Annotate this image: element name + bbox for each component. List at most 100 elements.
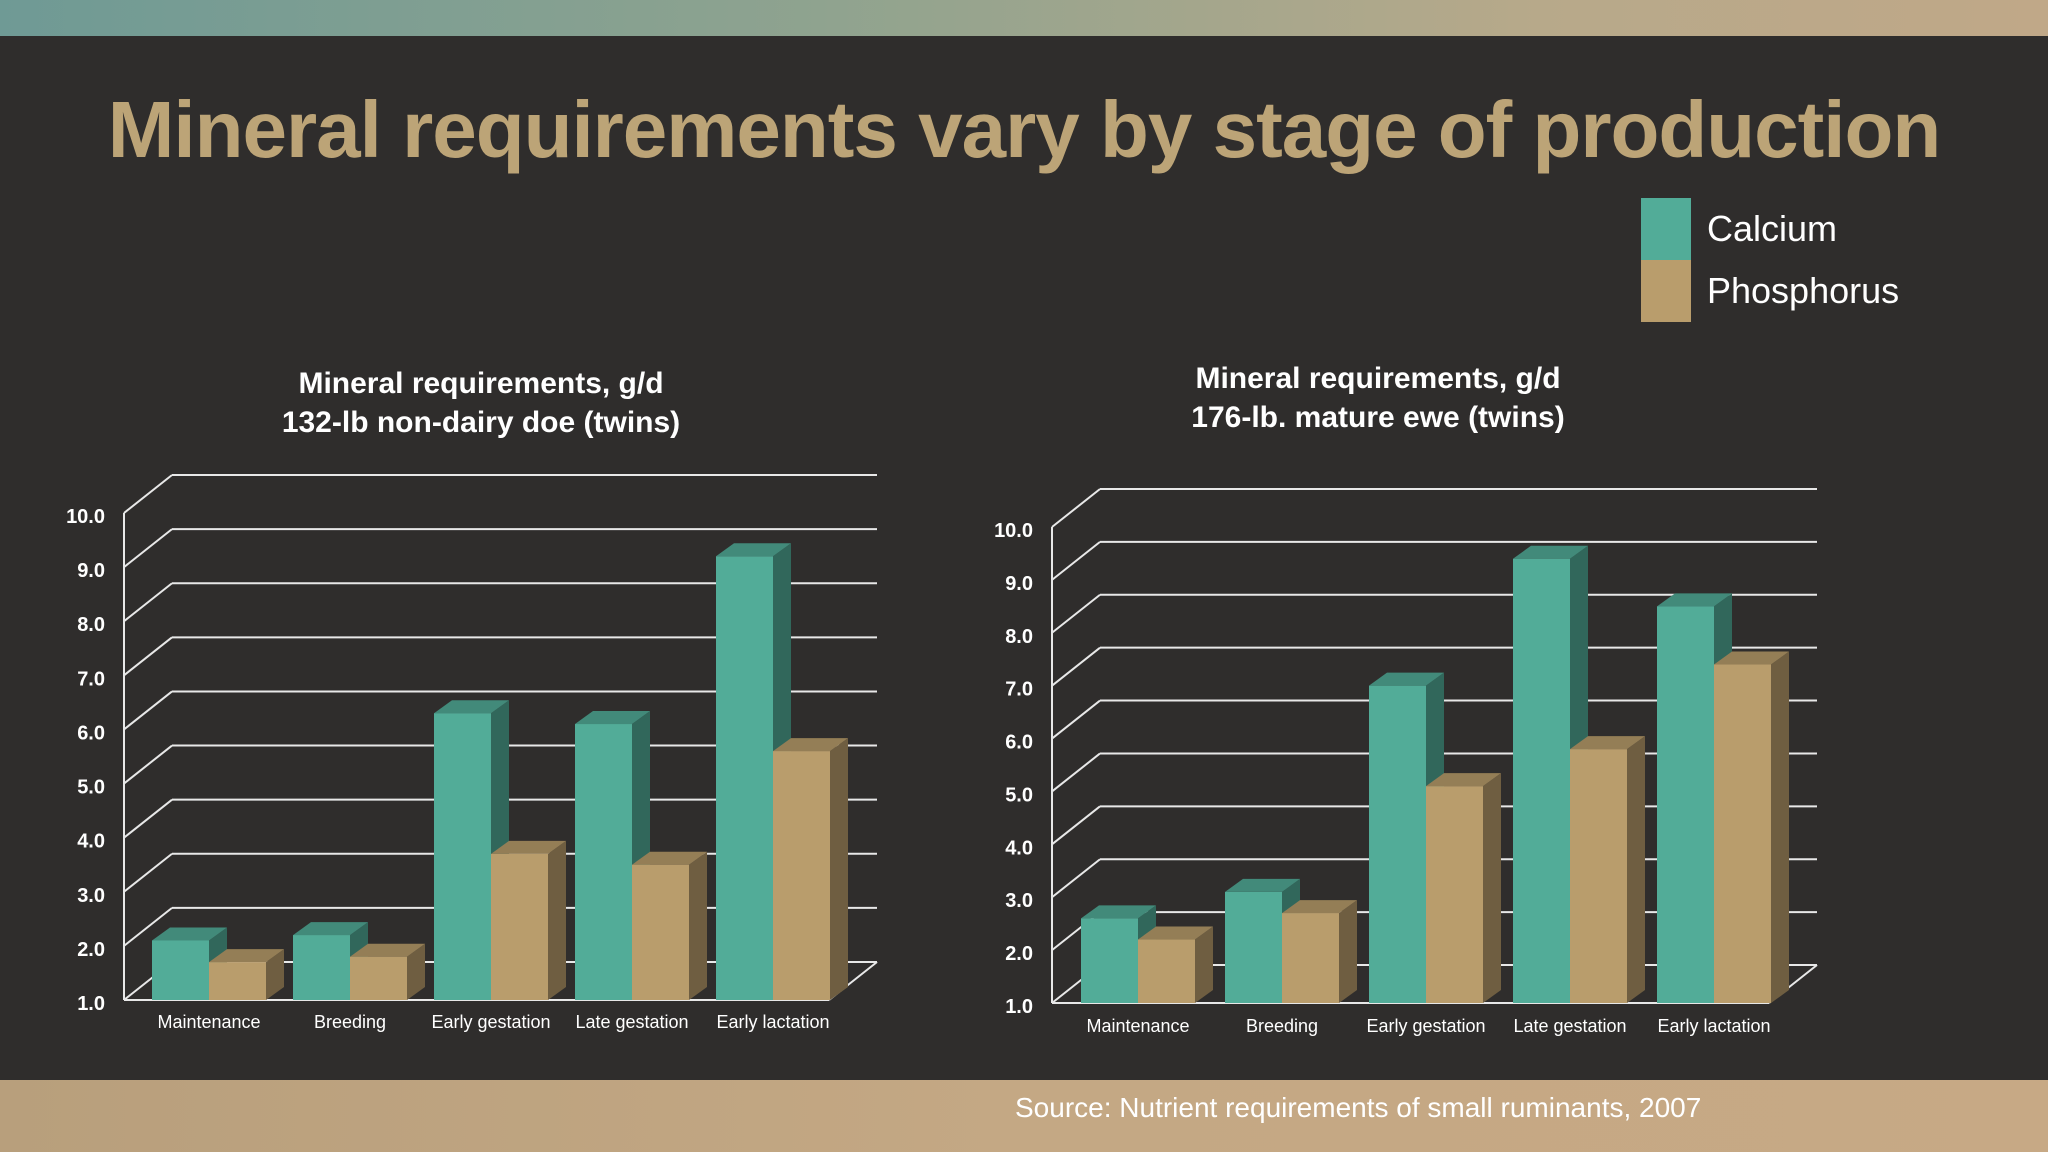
- chart-2-wall-line: [1051, 488, 1101, 528]
- chart-1-y-tick-label: 6.0: [77, 722, 105, 744]
- chart-2-y-tick-label: 4.0: [1005, 837, 1033, 859]
- chart-2-title: Mineral requirements, g/d: [1195, 362, 1560, 395]
- chart-1-title: Mineral requirements, g/d: [298, 367, 663, 400]
- chart-1-y-tick-label: 7.0: [77, 668, 105, 690]
- chart-1-bar-phosphorus-top: [491, 840, 566, 854]
- chart-1-bar-phosphorus: [350, 956, 407, 1000]
- chart-2-y-tick-label: 1.0: [1005, 996, 1033, 1018]
- chart-1-bar-phosphorus-side: [830, 738, 848, 1000]
- legend-label-phosphorus: Phosphorus: [1707, 270, 1900, 311]
- chart-1-x-tick-label: Breeding: [314, 1012, 386, 1032]
- chart-2-bar-phosphorus-top: [1570, 736, 1645, 750]
- chart-2-bar-calcium: [1657, 606, 1714, 1003]
- chart-1-wall-line: [123, 582, 173, 623]
- chart-1-bar-phosphorus-top: [632, 851, 707, 865]
- chart-2-bar-phosphorus-side: [1771, 651, 1789, 1003]
- chart-2-bar-phosphorus: [1282, 913, 1339, 1003]
- chart-2-bar-phosphorus-top: [1282, 900, 1357, 914]
- chart-2-wall-line: [1051, 593, 1101, 634]
- chart-2-bar-calcium: [1369, 685, 1426, 1003]
- chart-1-bar-calcium-top: [293, 922, 368, 936]
- chart-1-y-tick-label: 3.0: [77, 885, 105, 907]
- chart-2-bar-phosphorus-side: [1627, 736, 1645, 1003]
- chart-2-y-tick-label: 2.0: [1005, 943, 1033, 965]
- chart-2-wall-line: [1051, 752, 1101, 793]
- chart-1-bar-phosphorus-top: [350, 943, 425, 957]
- chart-2-bar-calcium: [1513, 558, 1570, 1003]
- chart-1-x-tick-label: Early lactation: [716, 1012, 829, 1032]
- chart-2-bar-phosphorus-side: [1483, 773, 1501, 1003]
- chart-2-bar-phosphorus: [1570, 749, 1627, 1003]
- chart-1-bar-phosphorus-side: [689, 851, 707, 1000]
- chart-1-wall-line: [123, 907, 173, 947]
- source-note: Source: Nutrient requirements of small r…: [1015, 1092, 1702, 1123]
- chart-1-wall-line: [123, 798, 173, 839]
- chart-1-y-tick-label: 4.0: [77, 831, 105, 853]
- bottom-decorative-band: [0, 1080, 2048, 1152]
- chart-1-bar-phosphorus-top: [773, 738, 848, 752]
- chart-1-y-tick-label: 9.0: [77, 560, 105, 582]
- chart-2-bar-calcium-top: [1657, 593, 1732, 607]
- chart-1-y-tick-label: 2.0: [77, 939, 105, 961]
- chart-1-bar-calcium-top: [716, 543, 791, 557]
- chart-2-wall-line: [1051, 699, 1101, 740]
- chart-1-y-tick-label: 8.0: [77, 614, 105, 636]
- chart-2-x-tick-label: Early gestation: [1366, 1016, 1485, 1036]
- chart-2-y-tick-label: 9.0: [1005, 573, 1033, 595]
- chart-1-x-tick-label: Maintenance: [157, 1012, 260, 1032]
- top-decorative-band: [0, 0, 2048, 36]
- chart-1-y-tick-label: 10.0: [66, 506, 105, 528]
- legend-label-calcium: Calcium: [1707, 208, 1838, 249]
- chart-1-bar-phosphorus-side: [266, 949, 284, 1000]
- chart-2-x-tick-label: Breeding: [1246, 1016, 1318, 1036]
- chart-1-wall-line: [123, 474, 173, 514]
- chart-1-x-tick-label: Late gestation: [575, 1012, 688, 1032]
- chart-2-bar-phosphorus-side: [1195, 926, 1213, 1003]
- chart-2-bar-calcium-top: [1369, 672, 1444, 686]
- chart-1-wall-line: [123, 744, 173, 785]
- chart-2-bar-calcium-top: [1513, 545, 1588, 559]
- chart-1-bar-phosphorus: [632, 864, 689, 1000]
- chart-1-y-tick-label: 5.0: [77, 777, 105, 799]
- chart-2-wall-line: [1051, 858, 1101, 899]
- slide-title: Mineral requirements vary by stage of pr…: [107, 85, 1941, 174]
- chart-1-bar-calcium-top: [434, 700, 509, 714]
- chart-2-bar-phosphorus-top: [1138, 926, 1213, 940]
- chart-2-bar-phosphorus: [1138, 939, 1195, 1003]
- chart-1-bar-calcium-top: [575, 711, 650, 725]
- chart-1-y-tick-label: 1.0: [77, 993, 105, 1015]
- chart-1-wall-line: [123, 528, 173, 568]
- chart-1-bar-phosphorus-side: [548, 840, 566, 1000]
- chart-1-wall-line: [123, 690, 173, 731]
- chart-1-bar-calcium: [293, 935, 350, 1000]
- chart-1-x-tick-label: Early gestation: [431, 1012, 550, 1032]
- chart-1-bar-phosphorus: [773, 751, 830, 1000]
- chart-1-bar-phosphorus: [209, 962, 266, 1000]
- chart-1-bar-phosphorus-top: [209, 949, 284, 963]
- chart-2-bar-phosphorus: [1714, 664, 1771, 1003]
- chart-2-bar-calcium-top: [1225, 878, 1300, 892]
- chart-1-bar-calcium: [575, 724, 632, 1000]
- chart-2-bar-phosphorus: [1426, 786, 1483, 1003]
- chart-1-bar-calcium: [152, 940, 209, 1000]
- chart-1-wall-line: [123, 852, 173, 893]
- chart-2-x-tick-label: Maintenance: [1086, 1016, 1189, 1036]
- chart-2-bar-calcium: [1225, 891, 1282, 1003]
- chart-2-bar-phosphorus-top: [1426, 773, 1501, 787]
- chart-2-bar-calcium-top: [1081, 905, 1156, 919]
- chart-2-x-tick-label: Early lactation: [1657, 1016, 1770, 1036]
- chart-2-y-tick-label: 10.0: [994, 520, 1033, 542]
- chart-1-wall-line: [123, 636, 173, 677]
- chart-1-bar-calcium-top: [152, 927, 227, 941]
- chart-2-y-tick-label: 8.0: [1005, 626, 1033, 648]
- chart-2-wall-line: [1051, 646, 1101, 687]
- chart-1-subtitle: 132-lb non-dairy doe (twins): [282, 406, 680, 439]
- chart-2-x-tick-label: Late gestation: [1513, 1016, 1626, 1036]
- chart-2-subtitle: 176-lb. mature ewe (twins): [1191, 401, 1564, 434]
- chart-1-bar-phosphorus-side: [407, 943, 425, 1000]
- chart-2-y-tick-label: 6.0: [1005, 732, 1033, 754]
- legend-swatch-phosphorus: [1641, 260, 1691, 322]
- chart-1-bar-calcium: [716, 556, 773, 1000]
- chart-2-wall-line: [1051, 541, 1101, 581]
